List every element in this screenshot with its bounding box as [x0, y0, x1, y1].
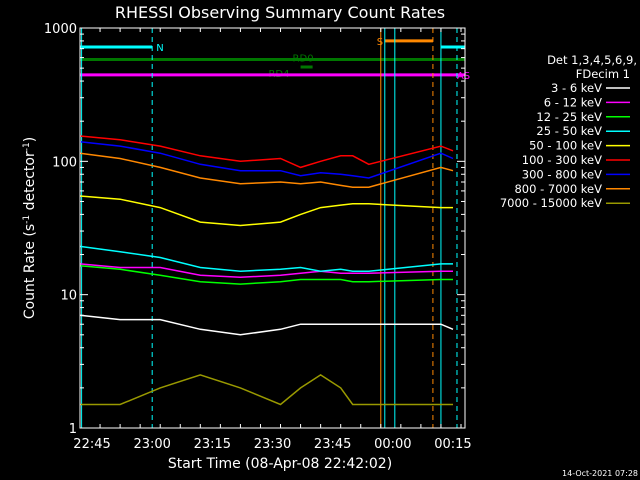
flag-label-rd0: RD0 — [293, 54, 314, 65]
series-line-7 — [79, 152, 454, 188]
x-tick-label-5: 00:00 — [374, 437, 411, 452]
flag-label-n: N — [156, 43, 163, 54]
x-tick-label-6: 00:15 — [434, 437, 471, 452]
flag-label-s: S — [377, 37, 383, 48]
legend-label-8: 7000 - 15000 keV — [500, 196, 602, 210]
legend-label-3: 25 - 50 keV — [536, 124, 602, 138]
legend-label-5: 100 - 300 keV — [522, 153, 602, 167]
series-line-0 — [79, 314, 454, 336]
series-line-1 — [79, 263, 453, 279]
series-line-6 — [79, 141, 454, 179]
legend-header2: FDecim 1 — [576, 67, 630, 81]
y-tick-label-1: 10 — [60, 289, 77, 304]
legend-label-6: 300 - 800 keV — [522, 167, 602, 181]
series-line-3 — [79, 245, 453, 272]
x-tick-label-0: 22:45 — [73, 437, 110, 452]
series-lines — [79, 135, 454, 406]
legend-label-4: 50 - 100 keV — [529, 139, 602, 153]
status-flags: NSRD0RD4AS — [80, 37, 470, 82]
y-label-end: ) — [22, 137, 38, 142]
timestamp: 14-Oct-2021 07:28 — [562, 469, 638, 478]
chart-title: RHESSI Observing Summary Count Rates — [115, 3, 445, 22]
flag-label-as: AS — [457, 71, 470, 82]
x-tick-label-2: 23:15 — [194, 437, 231, 452]
y-label-sup2: -1 — [22, 142, 32, 151]
y-tick-label-3: 1000 — [44, 22, 77, 37]
legend-label-1: 6 - 12 keV — [544, 95, 602, 109]
legend-label-2: 12 - 25 keV — [536, 110, 602, 124]
y-tick-label-2: 100 — [52, 155, 77, 170]
x-tick-label-1: 23:00 — [133, 437, 170, 452]
plot-frame — [79, 27, 466, 429]
legend-label-0: 3 - 6 keV — [551, 81, 602, 95]
y-label-sup1: -1 — [22, 215, 32, 224]
legend-header1: Det 1,3,4,5,6,9, — [547, 53, 637, 67]
series-line-2 — [79, 264, 453, 285]
event-markers — [81, 28, 458, 428]
x-axis-label: Start Time (08-Apr-08 22:42:02) — [168, 456, 392, 472]
series-line-5 — [79, 135, 454, 169]
y-label-main: Count Rate (s — [22, 224, 38, 319]
svg-text:Count Rate (s-1 detector-1): Count Rate (s-1 detector-1) — [22, 137, 38, 319]
y-tick-label-0: 1 — [69, 422, 77, 437]
legend-label-7: 800 - 7000 keV — [514, 182, 602, 196]
series-line-4 — [79, 195, 453, 227]
axes: 1 10 100 1000 22:45 23:00 23:15 23:30 23:45 00:00… — [44, 22, 472, 452]
y-axis-label: Count Rate (s-1 detector-1) — [22, 137, 38, 319]
series-line-8 — [80, 374, 453, 406]
x-tick-label-3: 23:30 — [254, 437, 291, 452]
y-label-mid: detector — [22, 151, 38, 215]
x-tick-label-4: 23:45 — [314, 437, 351, 452]
